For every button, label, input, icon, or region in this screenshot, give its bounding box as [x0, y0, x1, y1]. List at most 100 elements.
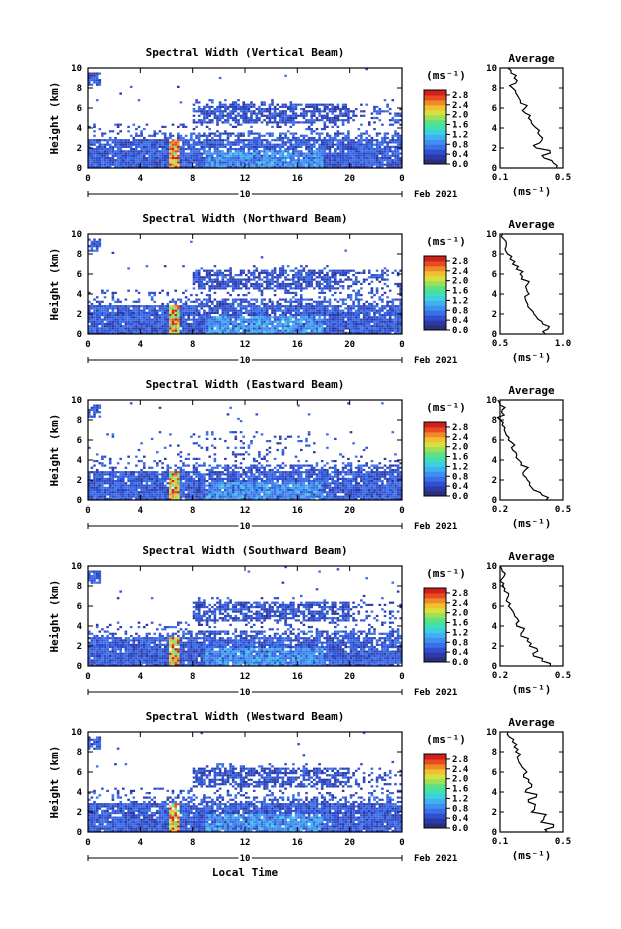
heatmap-cell — [250, 112, 253, 115]
heatmap-cell — [116, 165, 120, 168]
heatmap-cell — [252, 119, 256, 122]
heatmap-cell — [103, 309, 107, 312]
average-line — [500, 233, 551, 335]
heatmap-cell — [331, 145, 334, 148]
heatmap-cell — [383, 314, 387, 317]
heatmap-cell — [127, 125, 130, 128]
heatmap-cell — [98, 473, 102, 476]
heatmap-cell — [184, 152, 188, 155]
heatmap-cell — [276, 300, 279, 303]
heatmap-cell — [326, 161, 329, 164]
heatmap-cell — [247, 159, 251, 162]
heatmap-cell — [315, 276, 319, 279]
heatmap-cell — [344, 278, 347, 281]
heatmap-cell — [234, 320, 238, 323]
heatmap-cell — [182, 325, 185, 328]
heatmap-cell — [250, 298, 253, 301]
heatmap-cell — [276, 103, 279, 106]
heatmap-cell — [101, 329, 104, 332]
heatmap-cell — [344, 152, 347, 155]
heatmap-cell — [289, 143, 293, 146]
heatmap-cell — [341, 119, 345, 122]
heatmap-cell — [347, 148, 350, 151]
heatmap-cell — [177, 325, 180, 328]
heatmap-cell — [135, 314, 138, 317]
heatmap-cell — [108, 320, 112, 323]
heatmap-cell — [216, 325, 219, 328]
heatmap-cell — [229, 143, 232, 146]
heatmap-cell — [231, 165, 235, 168]
heatmap-cell — [111, 154, 115, 157]
heatmap-cell — [145, 316, 149, 319]
heatmap-cell — [132, 156, 136, 160]
heatmap-cell — [260, 108, 264, 111]
heatmap-cell — [305, 331, 308, 334]
heatmap-cell — [135, 134, 138, 137]
heatmap-cell — [114, 291, 117, 294]
heatmap-cell — [297, 320, 300, 323]
heatmap-cell — [396, 156, 400, 160]
colorbar-swatch — [424, 310, 446, 316]
heatmap-cell — [279, 125, 282, 128]
heatmap-cell — [315, 161, 319, 164]
colorbar: 0.00.40.81.21.62.02.42.8(ms⁻¹) — [423, 235, 469, 336]
heatmap-cell — [315, 152, 319, 155]
heatmap-cell — [101, 486, 104, 489]
heatmap-cell — [145, 486, 149, 489]
heatmap-cell — [88, 488, 91, 492]
heatmap-cell — [368, 156, 371, 160]
heatmap-cell — [179, 311, 183, 314]
heatmap-cell — [211, 143, 214, 146]
heatmap-cell — [216, 161, 219, 164]
heatmap-cell — [216, 156, 219, 160]
heatmap-cell — [383, 322, 387, 326]
heatmap-cell — [297, 285, 300, 288]
heatmap-cell — [111, 296, 115, 299]
heatmap-cell — [318, 108, 321, 111]
heatmap-cell — [300, 121, 303, 124]
heatmap-cell — [88, 291, 91, 294]
heatmap-cell — [88, 475, 91, 478]
heatmap-cell — [305, 161, 308, 164]
heatmap-cell — [200, 163, 204, 166]
heatmap-cell — [137, 318, 141, 321]
heatmap-cell — [292, 163, 295, 166]
heatmap-cell — [218, 101, 222, 104]
heatmap-cell — [213, 132, 217, 135]
heatmap-cell — [289, 269, 293, 272]
heatmap-cell — [386, 103, 389, 106]
heatmap-cell — [158, 145, 162, 148]
heatmap-cell — [334, 116, 337, 120]
heatmap-cell — [224, 327, 227, 330]
heatmap-cell — [310, 318, 313, 321]
heatmap-cell — [281, 110, 285, 113]
heatmap-cell — [279, 316, 282, 319]
heatmap-cell — [352, 119, 355, 122]
heatmap-cell — [336, 325, 340, 328]
heatmap-cell — [171, 150, 175, 153]
heatmap-cell — [313, 331, 316, 334]
heatmap-cell — [252, 311, 256, 314]
heatmap-cell — [101, 305, 104, 308]
heatmap-cell — [216, 320, 219, 323]
heatmap-cell — [184, 296, 188, 299]
heatmap-cell — [226, 116, 230, 120]
heatmap-cell — [218, 285, 222, 288]
heatmap-cell — [231, 103, 235, 106]
heatmap-cell — [394, 309, 397, 312]
heatmap-cell — [137, 327, 141, 330]
heatmap-cell — [313, 156, 316, 160]
heatmap-cell — [224, 145, 227, 148]
heatmap-cell — [352, 161, 355, 164]
heatmap-cell — [145, 123, 149, 126]
heatmap-cell — [90, 79, 94, 82]
heatmap-cell — [200, 108, 204, 111]
heatmap-cell — [391, 141, 395, 144]
heatmap-cell — [284, 112, 287, 115]
heatmap-cell — [148, 165, 151, 168]
heatmap-cell — [381, 305, 384, 308]
heatmap-cell — [190, 152, 193, 155]
heatmap-cell — [242, 150, 245, 153]
heatmap-cell — [163, 134, 167, 137]
heatmap-cell — [388, 148, 392, 151]
